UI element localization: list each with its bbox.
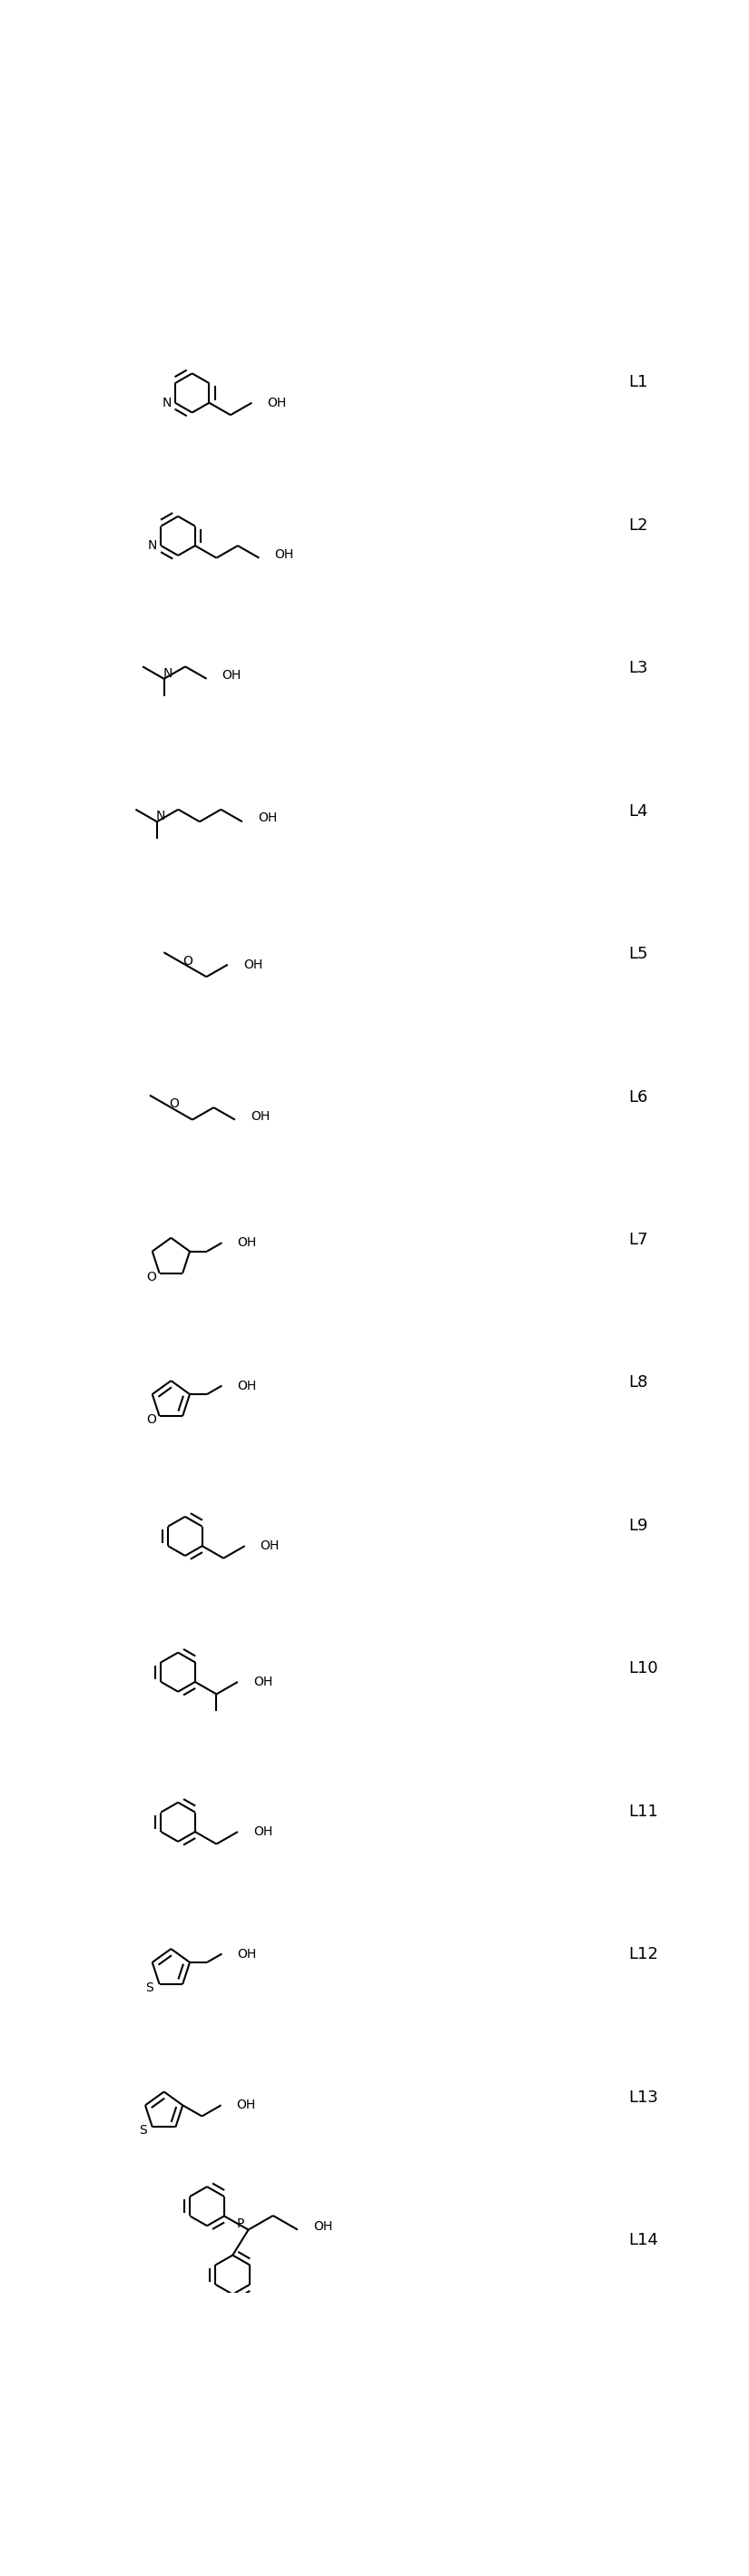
Text: N: N: [156, 809, 166, 822]
Text: L9: L9: [628, 1517, 648, 1533]
Text: L14: L14: [628, 2231, 658, 2249]
Text: L3: L3: [628, 659, 648, 677]
Text: OH: OH: [253, 1674, 273, 1687]
Text: N: N: [148, 538, 157, 551]
Text: OH: OH: [275, 549, 294, 562]
Text: OH: OH: [237, 1378, 257, 1391]
Text: P: P: [236, 2218, 243, 2231]
Text: OH: OH: [261, 1540, 279, 1553]
Text: S: S: [139, 2125, 147, 2138]
Text: L11: L11: [628, 1803, 658, 1819]
Text: O: O: [146, 1414, 156, 1427]
Text: OH: OH: [250, 1110, 270, 1123]
Text: OH: OH: [258, 811, 277, 824]
Text: N: N: [162, 397, 172, 410]
Text: L2: L2: [628, 518, 648, 533]
Text: O: O: [146, 1270, 156, 1283]
Text: L6: L6: [628, 1090, 648, 1105]
Text: N: N: [163, 667, 172, 680]
Text: L12: L12: [628, 1947, 658, 1963]
Text: OH: OH: [243, 958, 262, 971]
Text: L13: L13: [628, 2089, 658, 2105]
Text: OH: OH: [253, 1826, 273, 1839]
Text: L5: L5: [628, 945, 648, 963]
Text: O: O: [183, 956, 192, 969]
Text: L8: L8: [628, 1376, 648, 1391]
Text: OH: OH: [237, 2099, 256, 2112]
Text: OH: OH: [237, 1947, 257, 1960]
Text: L4: L4: [628, 804, 648, 819]
Text: L7: L7: [628, 1231, 648, 1249]
Text: OH: OH: [267, 397, 287, 410]
Text: OH: OH: [222, 670, 241, 683]
Text: O: O: [169, 1097, 179, 1110]
Text: OH: OH: [237, 1236, 257, 1249]
Text: OH: OH: [313, 2221, 333, 2233]
Text: S: S: [145, 1981, 154, 1994]
Text: L1: L1: [628, 374, 648, 392]
Text: L10: L10: [628, 1662, 658, 1677]
